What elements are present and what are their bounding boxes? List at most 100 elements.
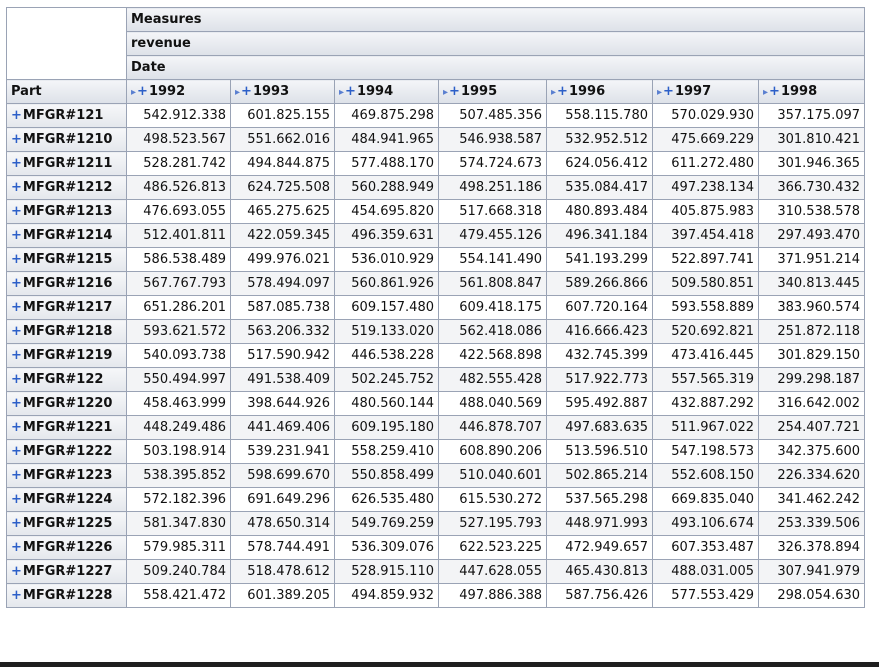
drill-arrow-icon[interactable]: ▸ bbox=[131, 87, 137, 98]
table-row: +MFGR#1214 512.401.811 422.059.345 496.359.… bbox=[6, 223, 866, 248]
revenue-cell: 607.353.487 bbox=[652, 535, 759, 560]
revenue-cell: 517.590.942 bbox=[230, 343, 335, 368]
expand-plus-icon[interactable]: + bbox=[11, 444, 22, 459]
part-label: MFGR#1210 bbox=[22, 132, 113, 147]
drill-arrow-icon[interactable]: ▸ bbox=[339, 87, 345, 98]
expand-plus-icon[interactable]: + bbox=[11, 300, 22, 315]
revenue-cell: 611.272.480 bbox=[652, 151, 759, 176]
revenue-cell: 301.829.150 bbox=[757, 343, 866, 368]
revenue-cell: 558.421.472 bbox=[126, 583, 231, 608]
expand-plus-icon[interactable]: + bbox=[557, 84, 568, 99]
row-header-part[interactable]: +MFGR#1227 bbox=[6, 559, 127, 584]
row-header-part[interactable]: +MFGR#1212 bbox=[6, 175, 127, 200]
expand-plus-icon[interactable]: + bbox=[11, 132, 22, 147]
expand-plus-icon[interactable]: + bbox=[11, 228, 22, 243]
year-header-1997[interactable]: ▸+1997 bbox=[652, 79, 759, 104]
revenue-cell: 577.553.429 bbox=[652, 583, 759, 608]
year-header-1993[interactable]: ▸+1993 bbox=[230, 79, 335, 104]
year-label: 1996 bbox=[568, 84, 606, 99]
part-label: MFGR#122 bbox=[22, 372, 104, 387]
row-header-part[interactable]: +MFGR#1225 bbox=[6, 511, 127, 536]
row-header-part[interactable]: +MFGR#1222 bbox=[6, 439, 127, 464]
expand-plus-icon[interactable]: + bbox=[11, 396, 22, 411]
expand-plus-icon[interactable]: + bbox=[11, 372, 22, 387]
expand-plus-icon[interactable]: + bbox=[11, 420, 22, 435]
row-header-part[interactable]: +MFGR#1228 bbox=[6, 583, 127, 608]
year-header-1994[interactable]: ▸+1994 bbox=[334, 79, 439, 104]
row-header-part[interactable]: +MFGR#1213 bbox=[6, 199, 127, 224]
revenue-cell: 541.193.299 bbox=[546, 247, 653, 272]
row-header-part[interactable]: +MFGR#1215 bbox=[6, 247, 127, 272]
part-label: MFGR#1217 bbox=[22, 300, 113, 315]
row-header-part[interactable]: +MFGR#1218 bbox=[6, 319, 127, 344]
expand-plus-icon[interactable]: + bbox=[11, 108, 22, 123]
row-header-part[interactable]: +MFGR#1216 bbox=[6, 271, 127, 296]
table-row: +MFGR#1226 579.985.311 578.744.491 536.309.… bbox=[6, 535, 866, 560]
expand-plus-icon[interactable]: + bbox=[241, 84, 252, 99]
row-header-part[interactable]: +MFGR#1221 bbox=[6, 415, 127, 440]
expand-plus-icon[interactable]: + bbox=[769, 84, 780, 99]
part-label: MFGR#1226 bbox=[22, 540, 113, 555]
row-header-part[interactable]: +MFGR#1224 bbox=[6, 487, 127, 512]
table-row: +MFGR#1212 486.526.813 624.725.508 560.288.… bbox=[6, 175, 866, 200]
revenue-cell: 578.744.491 bbox=[230, 535, 335, 560]
revenue-cell: 595.492.887 bbox=[546, 391, 653, 416]
revenue-cell: 601.825.155 bbox=[230, 103, 335, 128]
pivot-table: Measures revenue Date Part ▸+1992 ▸+1993 ▸… bbox=[6, 7, 866, 608]
year-header-1992[interactable]: ▸+1992 bbox=[126, 79, 231, 104]
expand-plus-icon[interactable]: + bbox=[137, 84, 148, 99]
revenue-cell: 517.668.318 bbox=[438, 199, 547, 224]
revenue-cell: 552.608.150 bbox=[652, 463, 759, 488]
expand-plus-icon[interactable]: + bbox=[11, 540, 22, 555]
revenue-cell: 480.560.144 bbox=[334, 391, 439, 416]
expand-plus-icon[interactable]: + bbox=[11, 348, 22, 363]
row-header-part[interactable]: +MFGR#1226 bbox=[6, 535, 127, 560]
revenue-cell: 422.568.898 bbox=[438, 343, 547, 368]
expand-plus-icon[interactable]: + bbox=[11, 516, 22, 531]
revenue-cell: 476.693.055 bbox=[126, 199, 231, 224]
revenue-cell: 307.941.979 bbox=[757, 559, 866, 584]
expand-plus-icon[interactable]: + bbox=[11, 564, 22, 579]
expand-plus-icon[interactable]: + bbox=[449, 84, 460, 99]
expand-plus-icon[interactable]: + bbox=[11, 204, 22, 219]
expand-plus-icon[interactable]: + bbox=[663, 84, 674, 99]
row-header-part[interactable]: +MFGR#1210 bbox=[6, 127, 127, 152]
year-header-1996[interactable]: ▸+1996 bbox=[546, 79, 653, 104]
row-header-part[interactable]: +MFGR#1214 bbox=[6, 223, 127, 248]
drill-arrow-icon[interactable]: ▸ bbox=[551, 87, 557, 98]
revenue-cell: 488.040.569 bbox=[438, 391, 547, 416]
year-header-1998[interactable]: ▸+1998 bbox=[757, 79, 866, 104]
revenue-cell: 405.875.983 bbox=[652, 199, 759, 224]
year-header-1995[interactable]: ▸+1995 bbox=[438, 79, 547, 104]
row-header-part[interactable]: +MFGR#121 bbox=[6, 103, 127, 128]
row-header-part[interactable]: +MFGR#1217 bbox=[6, 295, 127, 320]
revenue-cell: 486.526.813 bbox=[126, 175, 231, 200]
revenue-cell: 538.395.852 bbox=[126, 463, 231, 488]
revenue-cell: 469.875.298 bbox=[334, 103, 439, 128]
drill-arrow-icon[interactable]: ▸ bbox=[763, 87, 769, 98]
revenue-cell: 522.897.741 bbox=[652, 247, 759, 272]
part-column-header: Part bbox=[6, 79, 127, 104]
expand-plus-icon[interactable]: + bbox=[11, 492, 22, 507]
pivot-table-container: Measures revenue Date Part ▸+1992 ▸+1993 ▸… bbox=[6, 7, 866, 608]
expand-plus-icon[interactable]: + bbox=[11, 180, 22, 195]
row-header-part[interactable]: +MFGR#1220 bbox=[6, 391, 127, 416]
part-label: MFGR#1228 bbox=[22, 588, 113, 603]
revenue-cell: 560.861.926 bbox=[334, 271, 439, 296]
expand-plus-icon[interactable]: + bbox=[11, 468, 22, 483]
expand-plus-icon[interactable]: + bbox=[11, 324, 22, 339]
expand-plus-icon[interactable]: + bbox=[11, 276, 22, 291]
expand-plus-icon[interactable]: + bbox=[11, 588, 22, 603]
expand-plus-icon[interactable]: + bbox=[345, 84, 356, 99]
drill-arrow-icon[interactable]: ▸ bbox=[657, 87, 663, 98]
row-header-part[interactable]: +MFGR#1211 bbox=[6, 151, 127, 176]
drill-arrow-icon[interactable]: ▸ bbox=[235, 87, 241, 98]
expand-plus-icon[interactable]: + bbox=[11, 252, 22, 267]
row-header-part[interactable]: +MFGR#1223 bbox=[6, 463, 127, 488]
revenue-cell: 601.389.205 bbox=[230, 583, 335, 608]
row-header-part[interactable]: +MFGR#1219 bbox=[6, 343, 127, 368]
revenue-cell: 254.407.721 bbox=[757, 415, 866, 440]
drill-arrow-icon[interactable]: ▸ bbox=[443, 87, 449, 98]
expand-plus-icon[interactable]: + bbox=[11, 156, 22, 171]
row-header-part[interactable]: +MFGR#122 bbox=[6, 367, 127, 392]
